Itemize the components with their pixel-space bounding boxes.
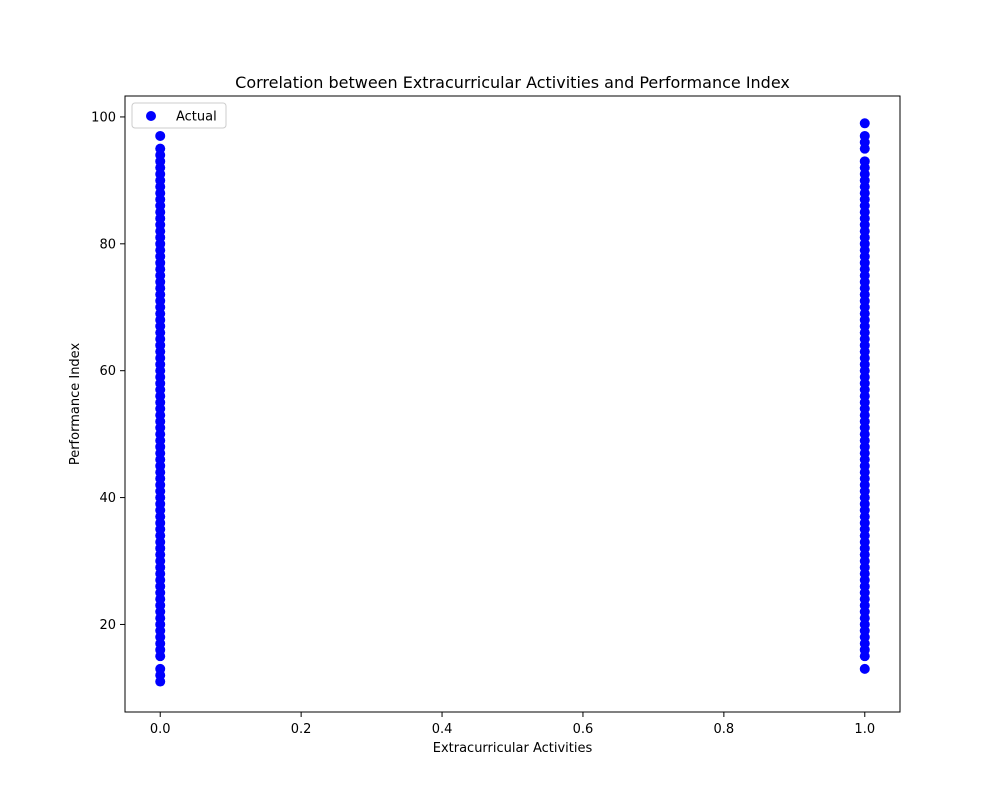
scatter-point bbox=[155, 143, 166, 154]
y-axis-ticks: 20 40 60 80 100 bbox=[91, 110, 125, 633]
x-tick-label: 0.2 bbox=[291, 722, 312, 737]
y-axis-label: Performance Index bbox=[68, 343, 83, 466]
y-tick-label: 20 bbox=[99, 618, 116, 633]
y-tick-label: 100 bbox=[91, 110, 116, 125]
chart-title: Correlation between Extracurricular Acti… bbox=[235, 73, 790, 92]
scatter-point bbox=[859, 130, 870, 141]
y-tick-label: 60 bbox=[99, 364, 116, 379]
x-tick-label: 0.0 bbox=[150, 722, 171, 737]
scatter-point bbox=[155, 663, 166, 674]
scatter-point bbox=[155, 130, 166, 141]
scatter-point bbox=[859, 663, 870, 674]
x-tick-label: 0.4 bbox=[432, 722, 453, 737]
x-axis-ticks: 0.0 0.2 0.4 0.6 0.8 1.0 bbox=[150, 712, 875, 737]
y-tick-label: 40 bbox=[99, 491, 116, 506]
points-layer bbox=[155, 118, 870, 687]
scatter-point bbox=[859, 156, 870, 167]
x-tick-label: 0.8 bbox=[714, 722, 735, 737]
plot-area-frame bbox=[124, 95, 901, 713]
legend-marker bbox=[146, 111, 156, 121]
x-axis-label: Extracurricular Activities bbox=[433, 741, 593, 756]
legend-label-actual: Actual bbox=[176, 110, 217, 125]
scatter-point bbox=[859, 118, 870, 129]
x-tick-label: 0.6 bbox=[573, 722, 594, 737]
x-tick-label: 1.0 bbox=[854, 722, 875, 737]
y-tick-label: 80 bbox=[99, 237, 116, 252]
legend-box bbox=[131, 102, 227, 129]
legend: Actual bbox=[131, 102, 227, 129]
